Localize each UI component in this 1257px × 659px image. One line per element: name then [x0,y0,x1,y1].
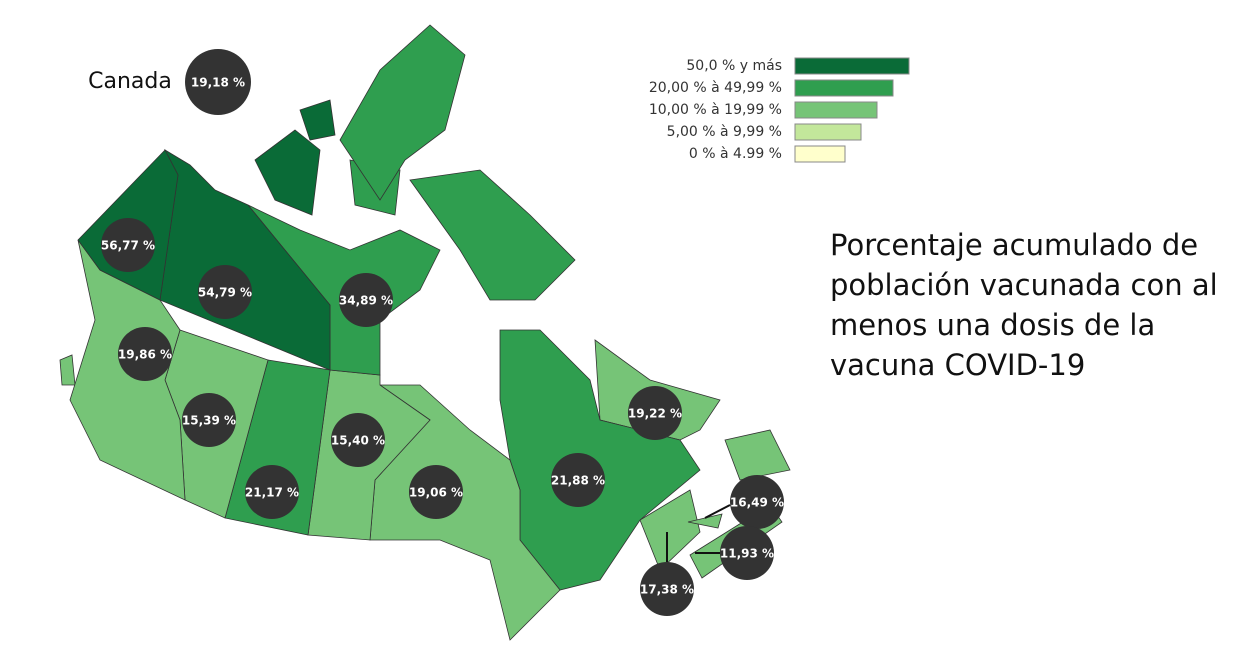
region-bubble [339,273,393,327]
legend-swatch [794,145,846,163]
region-value: 16,49 % [730,496,784,510]
region-value: 19,86 % [118,348,172,362]
region-value: 19,06 % [409,486,463,500]
region-bubble [730,475,784,529]
region-value: 19,22 % [628,407,682,421]
legend-swatch [794,101,878,119]
region-value: 54,79 % [198,286,252,300]
legend-swatch [794,57,910,75]
region-value: 15,40 % [331,434,385,448]
region-bubble [182,393,236,447]
legend-label: 0 % à 4.99 % [689,146,782,162]
region-value: 56,77 % [101,239,155,253]
region-bubble [245,465,299,519]
region-shape [339,24,466,201]
region-value: 17,38 % [640,583,694,597]
map-title: Porcentaje acumulado de población vacuna… [830,228,1218,382]
region-bubble [331,413,385,467]
region-bubble [720,526,774,580]
legend-label: 50,0 % y más [686,58,782,74]
region-value: 34,89 % [339,294,393,308]
national-label: Canada [88,69,172,94]
region-value: 11,93 % [720,547,774,561]
region-shape [409,169,576,301]
region-shape [59,354,76,386]
legend-swatch [794,123,862,141]
region-value: 15,39 % [182,414,236,428]
region-bubble [628,386,682,440]
region-value: 21,88 % [551,474,605,488]
region-bubble [640,562,694,616]
region-bubble [198,265,252,319]
legend-label: 10,00 % à 19,99 % [649,102,782,118]
leader-line [704,504,731,519]
region-bubble [409,465,463,519]
region-bubble [551,453,605,507]
region-shape [299,99,336,141]
national-value: 19,18 % [191,76,245,90]
national-bubble [185,49,251,115]
region-shape [639,489,701,571]
legend-label: 5,00 % à 9,99 % [667,124,782,140]
region-bubble [101,218,155,272]
legend-swatch [794,79,894,97]
legend-label: 20,00 % à 49,99 % [649,80,782,96]
region-shape [254,129,321,216]
region-shape [724,429,791,481]
region-value: 21,17 % [245,486,299,500]
region-bubble [118,327,172,381]
